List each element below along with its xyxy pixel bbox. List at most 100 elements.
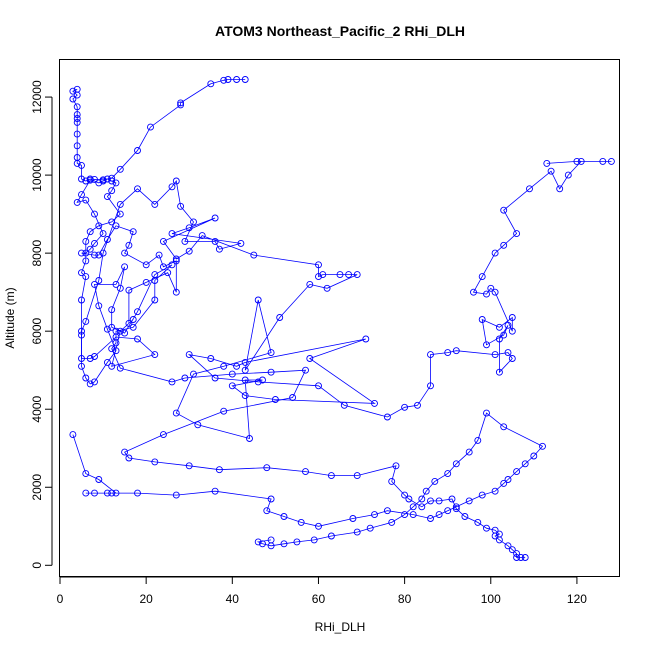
- data-point: [517, 554, 525, 561]
- data-point: [168, 183, 176, 191]
- data-point: [211, 487, 219, 495]
- data-point: [134, 308, 141, 316]
- data-point: [508, 546, 516, 554]
- data-point: [483, 524, 490, 532]
- data-point: [103, 175, 111, 183]
- data-point: [418, 503, 426, 511]
- data-point: [164, 269, 172, 277]
- data-point: [151, 200, 159, 208]
- data-point: [172, 257, 180, 265]
- data-point: [345, 271, 353, 279]
- y-tick-label: 2000: [30, 474, 44, 501]
- data-point: [91, 210, 98, 218]
- data-point: [483, 341, 490, 349]
- data-point: [513, 554, 521, 561]
- data-point: [78, 161, 85, 169]
- data-point: [69, 87, 77, 95]
- data-point: [177, 101, 185, 109]
- data-point: [73, 111, 81, 119]
- data-point: [134, 489, 141, 497]
- y-tick-label: 4000: [30, 396, 44, 423]
- x-tick-label: 80: [398, 592, 412, 606]
- data-point: [103, 489, 111, 497]
- data-point: [142, 261, 150, 269]
- plot-frame: [59, 59, 620, 577]
- data-point: [78, 175, 85, 183]
- data-point: [108, 489, 116, 497]
- data-point: [91, 489, 98, 497]
- data-point: [168, 230, 176, 238]
- data-point: [495, 335, 503, 343]
- data-point: [521, 460, 529, 468]
- x-tick-label: 40: [226, 592, 240, 606]
- data-point: [323, 284, 331, 292]
- data-point: [134, 147, 141, 154]
- data-point: [108, 306, 116, 314]
- data-point: [134, 335, 141, 343]
- data-point: [302, 366, 309, 374]
- data-point: [513, 468, 521, 476]
- data-point: [483, 409, 490, 417]
- y-axis: 0 2000 4000 6000 8000 10000 12000: [30, 80, 53, 569]
- data-point: [82, 257, 90, 265]
- series-line-1: [76, 79, 612, 440]
- data-point: [500, 423, 508, 431]
- data-point: [241, 76, 249, 83]
- data-point: [564, 171, 572, 179]
- data-point: [306, 355, 314, 362]
- data-point: [159, 263, 167, 271]
- data-point: [95, 251, 103, 259]
- data-point: [82, 273, 90, 281]
- data-point: [86, 355, 94, 362]
- data-point: [526, 185, 533, 193]
- data-point: [82, 249, 90, 257]
- data-point: [556, 185, 564, 193]
- data-point: [340, 401, 348, 409]
- data-point: [185, 224, 193, 232]
- data-point: [267, 536, 275, 544]
- data-point: [491, 288, 499, 296]
- data-point: [435, 497, 443, 505]
- data-point: [310, 536, 318, 544]
- data-point: [82, 177, 90, 185]
- data-point: [125, 241, 133, 249]
- data-point: [504, 476, 512, 483]
- data-point: [73, 103, 81, 111]
- data-point: [112, 347, 120, 355]
- data-point: [73, 118, 81, 126]
- data-point: [86, 228, 94, 236]
- data-point: [289, 394, 297, 401]
- data-point: [267, 495, 275, 503]
- y-tick-label: 8000: [30, 239, 44, 266]
- data-point: [185, 247, 193, 255]
- data-point: [112, 327, 120, 335]
- data-point: [508, 327, 516, 335]
- data-point: [181, 237, 189, 245]
- data-point: [108, 187, 116, 195]
- data-point: [108, 218, 116, 226]
- data-point: [78, 362, 85, 370]
- data-point: [172, 255, 180, 263]
- data-point: [297, 518, 305, 526]
- data-point: [177, 99, 185, 107]
- y-tick-label: 12000: [30, 80, 44, 114]
- data-point: [91, 378, 98, 386]
- data-point: [125, 319, 133, 327]
- data-point: [371, 511, 378, 519]
- data-point: [78, 327, 85, 335]
- data-point: [319, 271, 327, 279]
- data-point: [91, 251, 98, 259]
- data-point: [427, 382, 434, 390]
- data-point: [452, 460, 460, 468]
- data-point: [73, 142, 81, 150]
- data-point: [241, 358, 249, 366]
- data-point: [401, 403, 409, 411]
- data-point: [388, 518, 396, 526]
- data-point: [78, 191, 85, 199]
- data-point: [228, 382, 236, 390]
- data-point: [263, 464, 271, 472]
- data-point: [91, 353, 98, 360]
- data-point: [112, 179, 120, 187]
- x-tick-label: 120: [567, 592, 587, 606]
- data-point: [500, 206, 508, 214]
